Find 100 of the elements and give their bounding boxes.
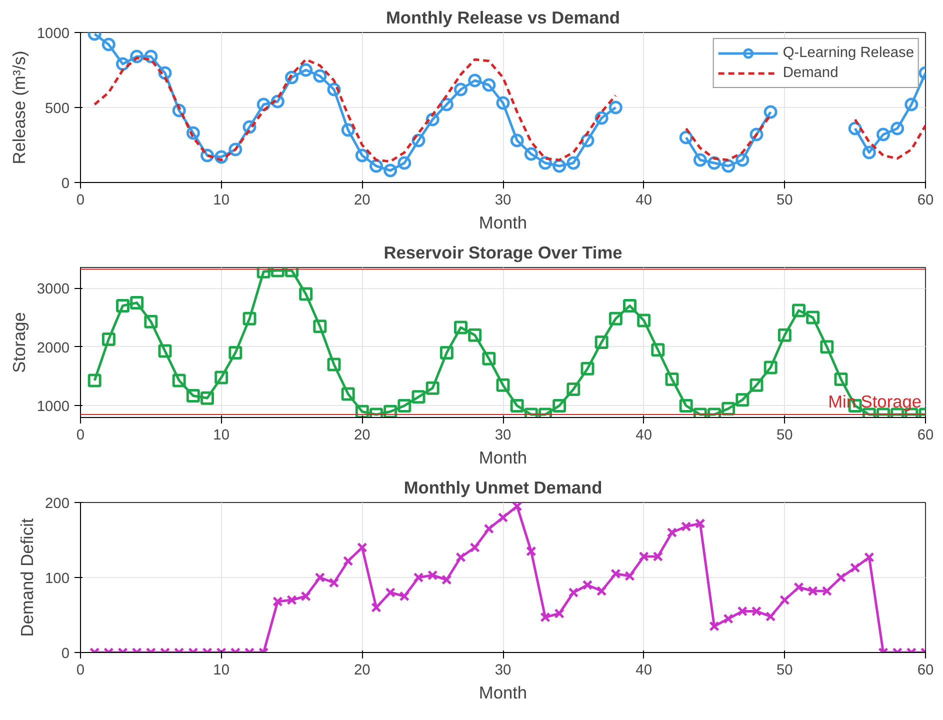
y-axis-title: Demand Deficit (17, 518, 38, 637)
point (820, 340, 834, 354)
point (722, 159, 736, 173)
y-tick-label: 0 (61, 646, 70, 662)
y-tick-label: 100 (45, 571, 70, 587)
point (299, 63, 313, 77)
x-tick-label: 20 (354, 662, 370, 678)
point (764, 360, 778, 374)
point (468, 328, 482, 342)
point (256, 268, 270, 278)
point (313, 320, 327, 334)
point (552, 159, 566, 173)
x-tick-label: 0 (76, 662, 85, 678)
point (806, 310, 820, 324)
point (228, 142, 242, 156)
x-tick-label: 60 (917, 428, 934, 444)
point (594, 335, 608, 349)
chart-title: Monthly Unmet Demand (404, 478, 602, 498)
point (566, 156, 580, 170)
point (608, 100, 622, 114)
point (313, 69, 327, 83)
point (736, 393, 750, 407)
y-tick-label: 2000 (36, 340, 70, 356)
x-tick-label: 50 (776, 192, 793, 208)
point (482, 78, 496, 92)
x-tick-label: 40 (636, 428, 652, 444)
chart-title: Reservoir Storage Over Time (384, 242, 623, 262)
point (468, 74, 482, 88)
point (454, 320, 468, 334)
point (862, 146, 876, 160)
x-axis-title: Month (478, 448, 528, 468)
x-tick-label: 50 (776, 428, 793, 444)
chart-title: Monthly Release vs Demand (386, 8, 620, 28)
y-axis-title: Release (m³/s) (8, 50, 29, 164)
x-axis-title: Month (478, 682, 528, 702)
point (651, 343, 665, 357)
point (693, 153, 707, 167)
y-tick-label: 1000 (36, 26, 70, 42)
point (102, 38, 116, 52)
point (285, 70, 298, 84)
x-tick-label: 0 (76, 428, 85, 444)
x-tick-label: 40 (636, 662, 652, 678)
point (792, 304, 806, 318)
point (482, 352, 496, 366)
point (510, 134, 524, 148)
y-tick-label: 200 (45, 496, 70, 512)
point (327, 82, 341, 96)
x-tick-label: 50 (776, 662, 793, 678)
point (412, 390, 426, 404)
point (158, 344, 172, 358)
point (186, 388, 200, 402)
point (440, 346, 454, 360)
point (552, 398, 566, 412)
x-tick-label: 10 (213, 662, 230, 678)
point (370, 159, 383, 173)
point (623, 298, 636, 312)
point (242, 312, 256, 326)
point (426, 381, 440, 395)
x-tick-label: 20 (354, 428, 370, 444)
point (665, 372, 679, 386)
x-tick-label: 30 (494, 428, 512, 444)
point (88, 374, 102, 388)
point (566, 382, 580, 396)
x-tick-label: 30 (494, 662, 512, 678)
x-tick-label: 30 (494, 192, 512, 208)
x-tick-label: 60 (917, 662, 934, 678)
point (496, 378, 510, 392)
point (355, 404, 369, 418)
x-tick-label: 0 (76, 192, 85, 208)
point (299, 287, 313, 301)
legend-label: Demand (782, 65, 838, 81)
point (608, 312, 622, 326)
x-tick-label: 20 (354, 192, 370, 208)
point (384, 164, 398, 178)
y-axis-title: Storage (8, 312, 29, 373)
point (144, 314, 158, 328)
y-tick-label: 500 (45, 101, 70, 117)
point (398, 156, 412, 170)
point (214, 370, 228, 384)
point (102, 332, 116, 346)
x-tick-label: 10 (213, 428, 230, 444)
point (384, 404, 398, 418)
y-tick-label: 1000 (36, 399, 70, 416)
point (524, 147, 538, 161)
point (130, 50, 144, 64)
point (130, 296, 144, 310)
x-tick-label: 10 (213, 192, 230, 208)
point (750, 378, 764, 392)
point (355, 148, 369, 162)
legend-label: Q-Learning Release (782, 45, 914, 61)
point (398, 398, 412, 412)
point (116, 298, 130, 312)
point (750, 128, 764, 142)
point (637, 314, 651, 328)
point (594, 111, 608, 125)
point (778, 328, 792, 342)
point (890, 122, 904, 136)
x-axis-title: Month (478, 212, 528, 232)
point (679, 398, 693, 412)
y-tick-label: 0 (61, 176, 70, 192)
